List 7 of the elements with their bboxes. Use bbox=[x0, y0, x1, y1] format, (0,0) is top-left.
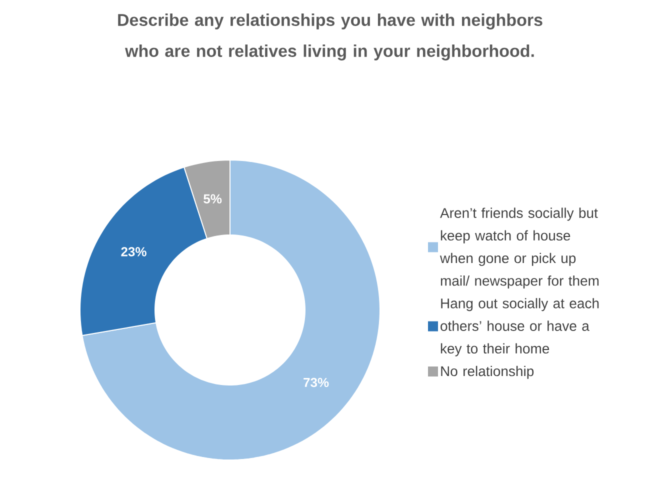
chart-title: Describe any relationships you have with neighbors who are not relatives living in your neighborhood. bbox=[118, 14, 542, 60]
legend-label: Aren’t friends socially but keep watch of house when gone or pick up mail/ newspaper for them bbox=[440, 208, 599, 289]
legend-label: Hang out socially at each others’ house or have a key to their home bbox=[440, 298, 599, 356]
legend-label: No relationship bbox=[441, 366, 534, 379]
data-label: 23% bbox=[121, 247, 146, 256]
data-label: 73% bbox=[304, 378, 329, 388]
data-label: 5% bbox=[204, 194, 222, 204]
